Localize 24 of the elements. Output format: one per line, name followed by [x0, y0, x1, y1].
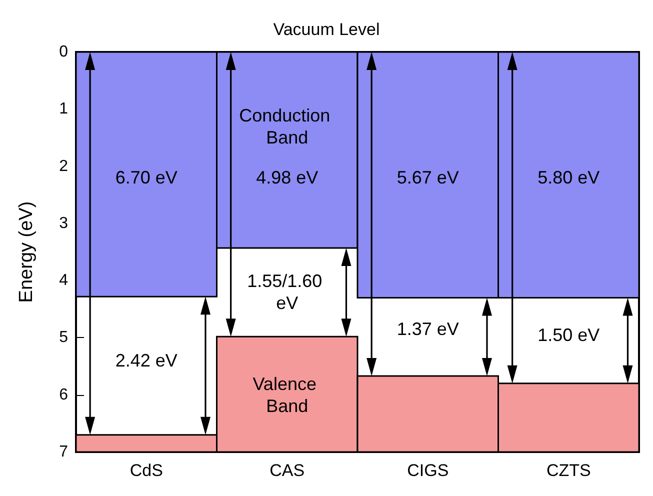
y-tick-label: 5 [59, 329, 68, 346]
x-tick-label: CdS [130, 461, 163, 480]
annotation: Conduction Band [239, 105, 336, 148]
x-tick-label: CAS [270, 461, 305, 480]
y-tick-label: 7 [59, 444, 68, 460]
y-tick-label: 2 [59, 158, 68, 175]
y-tick-label: 4 [59, 272, 68, 290]
y-axis-title: Energy (eV) [16, 201, 37, 303]
y-tick-label: 0 [59, 44, 68, 60]
y-tick-label: 6 [59, 386, 68, 404]
annotation: 5.80 eV [538, 168, 600, 188]
annotation: 2.42 eV [115, 350, 178, 371]
x-tick-label: CIGS [407, 461, 449, 480]
annotation: 1.55/1.60 eV [247, 271, 328, 313]
x-tick-label: CZTS [546, 461, 591, 480]
y-tick-label: 1 [59, 100, 68, 118]
annotation: 1.50 eV [538, 324, 600, 345]
annotation: 6.70 eV [115, 168, 178, 188]
annotation: 1.37 eV [396, 319, 459, 340]
annotation: 4.98 eV [256, 168, 318, 188]
annotation: 5.67 eV [396, 168, 459, 188]
annotation: Valence Band [252, 374, 322, 416]
chart-title: Vacuum Level [273, 20, 380, 39]
y-tick-label: 3 [59, 214, 68, 232]
